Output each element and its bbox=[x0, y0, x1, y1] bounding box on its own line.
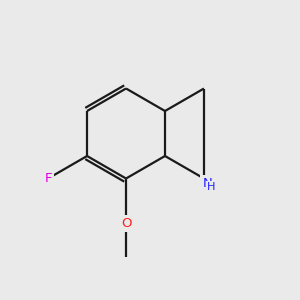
Text: N: N bbox=[202, 177, 212, 190]
Text: H: H bbox=[207, 182, 216, 192]
Text: O: O bbox=[121, 217, 131, 230]
Text: F: F bbox=[44, 172, 52, 185]
